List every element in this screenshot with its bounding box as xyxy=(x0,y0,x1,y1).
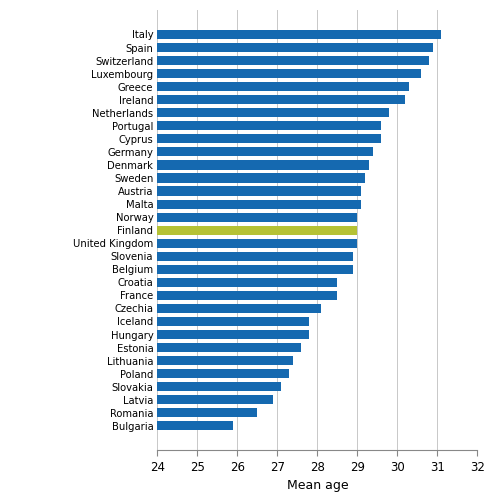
Bar xyxy=(157,95,405,104)
Bar xyxy=(157,408,257,417)
Bar xyxy=(157,356,293,365)
Bar xyxy=(157,30,441,39)
Bar xyxy=(157,239,357,248)
Bar xyxy=(157,369,289,378)
Bar xyxy=(157,382,281,391)
Bar xyxy=(157,395,274,404)
Bar xyxy=(157,330,309,339)
Bar xyxy=(157,187,361,196)
Bar xyxy=(157,304,321,313)
Bar xyxy=(157,134,381,144)
Bar xyxy=(157,421,233,431)
Bar xyxy=(157,148,373,156)
Bar xyxy=(157,69,421,78)
Bar xyxy=(157,226,357,235)
Bar xyxy=(157,199,361,209)
Bar xyxy=(157,82,409,91)
X-axis label: Mean age: Mean age xyxy=(286,480,348,493)
Bar xyxy=(157,278,338,287)
Bar xyxy=(157,108,389,117)
Bar xyxy=(157,265,353,274)
Bar xyxy=(157,43,433,52)
Bar xyxy=(157,212,357,222)
Bar xyxy=(157,317,309,326)
Bar xyxy=(157,56,430,65)
Bar xyxy=(157,173,366,183)
Bar xyxy=(157,160,369,169)
Bar xyxy=(157,291,338,300)
Bar xyxy=(157,343,302,352)
Bar xyxy=(157,251,353,261)
Bar xyxy=(157,121,381,130)
